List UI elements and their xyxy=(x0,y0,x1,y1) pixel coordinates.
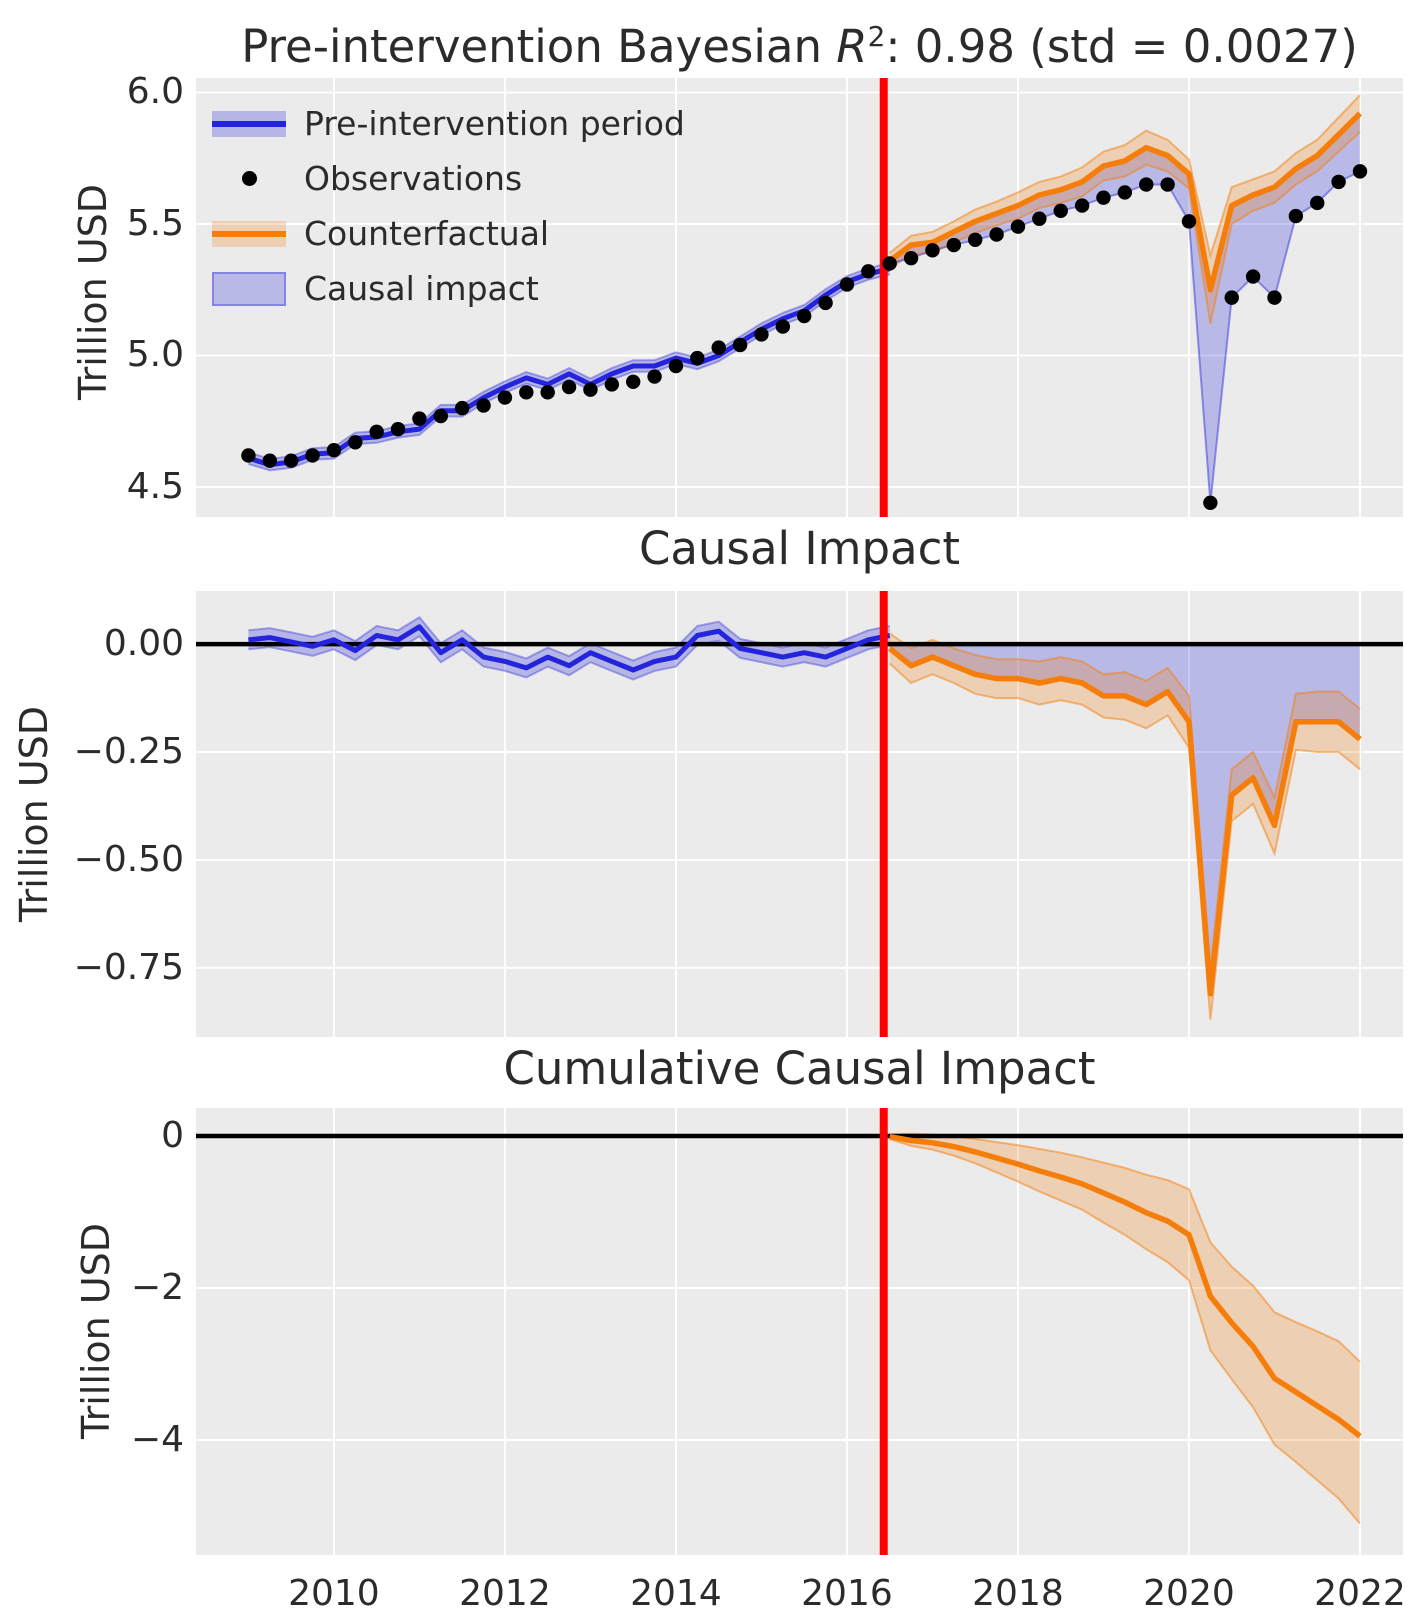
legend-item-counterfactual: Counterfactual xyxy=(212,206,685,261)
impact-title: Causal Impact xyxy=(639,522,960,575)
cumulative-causal-impact-plot xyxy=(196,1108,1403,1555)
legend-label: Observations xyxy=(304,159,523,198)
x-tick-label: 2020 xyxy=(1143,1573,1235,1614)
pre-fit-title-prefix: Pre-intervention Bayesian xyxy=(241,20,837,73)
pre-intervention-fit-plot xyxy=(196,78,1403,517)
x-tick-label: 2016 xyxy=(801,1573,893,1614)
pre-fit-title-exponent: 2 xyxy=(867,20,886,53)
x-tick-label: 2010 xyxy=(288,1573,380,1614)
legend-label: Counterfactual xyxy=(304,214,550,253)
y-tick-label: 0 xyxy=(161,1114,184,1156)
x-tick-label: 2014 xyxy=(630,1573,722,1614)
legend-item-causal-impact: Causal impact xyxy=(212,261,685,316)
causal-impact-plot xyxy=(196,591,1403,1037)
pre-fit-title: Pre-intervention Bayesian R2: 0.98 (std … xyxy=(196,20,1403,73)
blue-line-band-icon xyxy=(212,110,286,137)
blue-patch-icon xyxy=(212,271,286,306)
y-tick-label: 6.0 xyxy=(126,71,184,113)
cumulative-title: Cumulative Causal Impact xyxy=(503,1042,1096,1095)
ylabel-cumulative: Trillion USD xyxy=(74,1222,118,1440)
pre-fit-title-r-symbol: R xyxy=(836,20,868,73)
orange-line-band-icon xyxy=(212,220,286,247)
ylabel-impact: Trillion USD xyxy=(12,705,56,923)
legend-item-pre-intervention-period: Pre-intervention period xyxy=(212,96,685,151)
ylabel-pre-fit: Trillion USD xyxy=(71,183,115,401)
pre-fit-title-suffix: : 0.98 (std = 0.0027) xyxy=(885,20,1358,73)
legend-label: Pre-intervention period xyxy=(304,104,685,143)
x-tick-label: 2012 xyxy=(459,1573,551,1614)
black-dot-icon xyxy=(212,171,286,186)
x-tick-label: 2018 xyxy=(972,1573,1064,1614)
legend-item-observations: Observations xyxy=(212,151,685,206)
legend-label: Causal impact xyxy=(304,269,539,308)
y-tick-label: 4.5 xyxy=(126,466,184,507)
legend: Pre-intervention period Observations Cou… xyxy=(212,96,685,316)
x-tick-label: 2022 xyxy=(1314,1573,1406,1614)
